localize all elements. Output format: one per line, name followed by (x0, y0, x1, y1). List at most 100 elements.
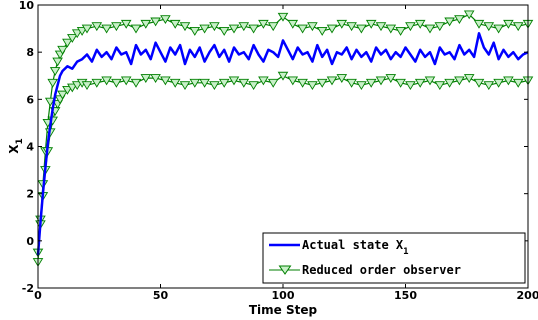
x-tick-label: 0 (34, 289, 42, 302)
legend-label-actual-text: Actual state X (302, 238, 404, 252)
data-point (405, 22, 416, 32)
data-point (228, 24, 240, 34)
data-point (375, 22, 387, 32)
data-point (375, 76, 387, 86)
data-point (179, 22, 191, 32)
y-axis-label-text: X (7, 144, 21, 154)
y-tick-label: 6 (26, 93, 34, 106)
data-point (248, 81, 259, 91)
data-point (209, 81, 220, 91)
data-point (169, 19, 181, 29)
data-point (405, 81, 416, 91)
data-point (169, 78, 181, 88)
data-point (356, 24, 367, 34)
data-point (463, 10, 475, 20)
data-point (414, 78, 426, 88)
y-tick-label: 0 (26, 235, 34, 248)
data-point (434, 22, 446, 32)
data-point (179, 81, 191, 91)
data-point (209, 22, 220, 32)
y-axis-label: X1 (7, 138, 25, 154)
series-0 (36, 32, 529, 256)
data-point (101, 24, 112, 34)
x-tick-label: 200 (517, 289, 538, 302)
data-point (81, 81, 93, 91)
data-point (120, 19, 132, 29)
series-line (36, 32, 529, 256)
data-point (424, 76, 436, 86)
data-point (199, 78, 210, 88)
data-point (454, 15, 465, 25)
data-point (444, 17, 455, 27)
data-point (503, 76, 514, 86)
data-point (307, 81, 318, 91)
data-point (130, 78, 142, 88)
data-point (199, 24, 210, 34)
legend-box (262, 232, 526, 284)
data-point (483, 81, 495, 91)
data-point (160, 15, 171, 25)
data-point (62, 85, 73, 95)
data-point (267, 22, 279, 32)
data-point (463, 74, 475, 83)
data-point (473, 19, 485, 29)
data-point (395, 26, 406, 36)
data-point (483, 22, 495, 32)
data-point (395, 78, 406, 88)
data-point (336, 19, 348, 29)
data-point (67, 34, 78, 43)
data-point (503, 19, 514, 29)
data-point (189, 26, 201, 36)
svg-text:X1: X1 (7, 138, 25, 154)
data-point (267, 78, 279, 88)
data-point (91, 22, 103, 32)
data-point (101, 76, 112, 86)
data-point (385, 74, 397, 83)
data-point (62, 38, 73, 48)
data-point (277, 12, 289, 22)
data-point (140, 74, 152, 83)
data-point (473, 78, 485, 88)
data-point (52, 57, 63, 67)
data-point (512, 78, 524, 88)
x-tick-label: 50 (153, 289, 169, 302)
data-point (47, 78, 58, 88)
data-point (218, 26, 230, 36)
data-point (316, 78, 328, 88)
data-point (336, 74, 348, 83)
data-point (287, 19, 299, 29)
data-point (67, 83, 78, 93)
data-point (297, 24, 308, 34)
data-point (326, 24, 338, 34)
data-point (120, 76, 132, 86)
series-1 (32, 10, 534, 267)
y-tick-label: 2 (26, 188, 34, 201)
y-tick-label: 8 (26, 46, 34, 59)
data-point (49, 67, 61, 76)
data-point (414, 19, 426, 29)
data-point (130, 24, 142, 34)
data-point (111, 78, 122, 88)
data-point (346, 22, 357, 32)
legend: Actual state X1 Reduced order observer (262, 232, 526, 284)
data-point (71, 81, 83, 91)
legend-label-actual-subscript: 1 (403, 247, 408, 257)
data-point (287, 76, 299, 86)
data-point (238, 78, 250, 88)
data-point (238, 22, 250, 32)
data-point (81, 24, 93, 34)
data-point (424, 24, 436, 34)
data-point (316, 26, 328, 36)
legend-label-actual: Actual state X1 (302, 238, 409, 257)
data-point (385, 24, 397, 34)
data-point (76, 26, 88, 36)
data-point (277, 71, 289, 81)
data-point (258, 19, 269, 29)
data-point (365, 78, 377, 88)
y-tick-label: 4 (26, 141, 34, 154)
x-tick-label: 150 (394, 289, 417, 302)
data-point (150, 74, 161, 83)
y-axis-label-subscript: 1 (15, 138, 25, 144)
